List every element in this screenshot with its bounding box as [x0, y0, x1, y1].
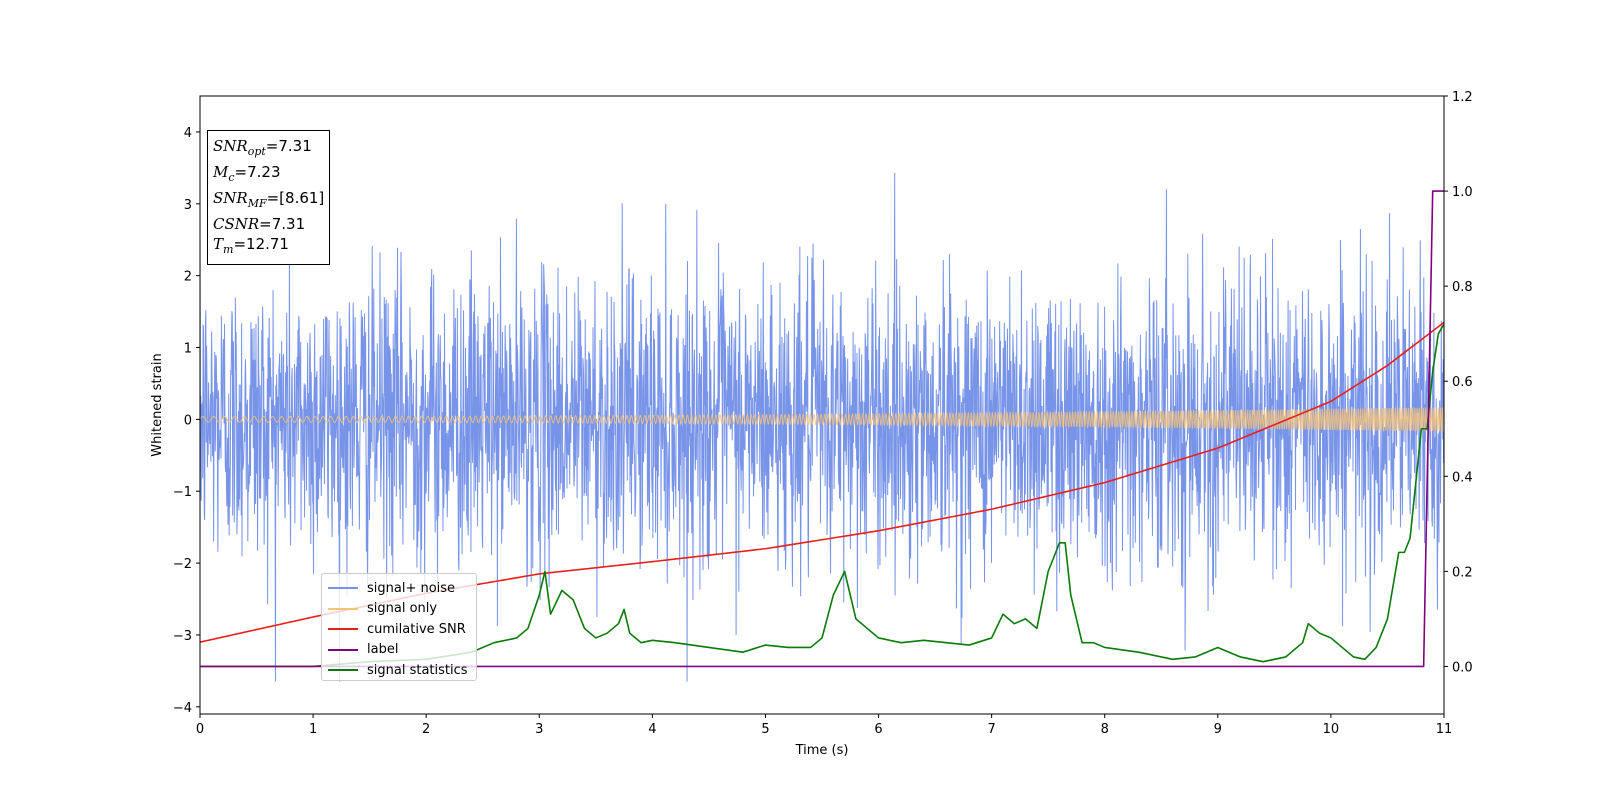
legend: signal+ noise signal only cumilative SNR…: [321, 573, 477, 681]
legend-entry: signal only: [328, 599, 470, 620]
legend-entry: cumilative SNR: [328, 619, 470, 640]
legend-swatch-signal-only: [328, 607, 358, 610]
x-tick-label: 9: [1214, 722, 1222, 737]
y-tick-label: 1: [184, 342, 192, 357]
y2-tick-label: 0.6: [1452, 375, 1473, 390]
series-signal-noise: [200, 172, 1444, 682]
y-axis-label: Whitened strain: [150, 353, 165, 456]
snr-opt-sub: opt: [247, 145, 266, 158]
x-tick-label: 4: [648, 722, 656, 737]
y2-tick-label: 0.4: [1452, 470, 1473, 485]
snr-mf-sub: MF: [247, 197, 267, 210]
tm-label: T: [213, 235, 224, 253]
y-tick-label: 3: [184, 198, 192, 213]
tm-sub: m: [223, 243, 234, 256]
x-tick-label: 11: [1436, 722, 1453, 737]
y-tick-label: −3: [173, 629, 192, 644]
legend-swatch-cumulative-snr: [328, 628, 358, 631]
tm-value: =12.71: [233, 235, 289, 253]
y-tick-label: 0: [184, 413, 192, 428]
snr-mf-value: =[8.61]: [266, 189, 325, 207]
x-tick-label: 1: [309, 722, 317, 737]
snr-opt-row: SNRopt=7.31: [213, 136, 324, 162]
legend-label-label: label: [367, 642, 399, 658]
x-tick-label: 7: [987, 722, 995, 737]
x-tick-label: 8: [1101, 722, 1109, 737]
legend-label-cumulative-snr: cumilative SNR: [367, 621, 466, 637]
legend-entry: signal+ noise: [328, 578, 470, 599]
tm-row: Tm=12.71: [213, 234, 324, 260]
snr-mf-row: SNRMF=[8.61]: [213, 188, 324, 214]
y2-tick-label: 0.0: [1452, 660, 1473, 675]
y-tick-label: 2: [184, 270, 192, 285]
y-tick-label: −4: [173, 701, 192, 716]
mc-label: M: [213, 163, 229, 181]
legend-swatch-label: [328, 648, 358, 651]
csnr-row: CSNR=7.31: [213, 214, 324, 234]
x-tick-label: 0: [196, 722, 204, 737]
y2-tick-label: 1.0: [1452, 185, 1473, 200]
y-tick-label: 4: [184, 126, 192, 141]
series-label: [200, 190, 1444, 668]
legend-swatch-signal-noise: [328, 587, 358, 590]
snr-opt-label: SNR: [213, 137, 248, 155]
series-signal-only: [200, 406, 1444, 433]
legend-entry: label: [328, 640, 470, 661]
y2-tick-label: 0.2: [1452, 565, 1473, 580]
y-tick-label: −2: [173, 557, 192, 572]
x-axis-label: Time (s): [795, 743, 849, 758]
x-tick-label: 10: [1323, 722, 1340, 737]
snr-mf-label: SNR: [213, 189, 248, 207]
x-tick-label: 5: [761, 722, 769, 737]
mc-row: Mc=7.23: [213, 162, 324, 188]
csnr-value: =7.31: [259, 215, 306, 233]
mc-value: =7.23: [234, 163, 281, 181]
y-tick-label: −1: [173, 485, 192, 500]
x-tick-label: 2: [422, 722, 430, 737]
mc-sub: c: [228, 171, 235, 184]
x-tick-label: 6: [874, 722, 882, 737]
legend-label-signal-statistics: signal statistics: [367, 662, 468, 678]
series-signal-statistics: [200, 323, 1444, 668]
stats-annotation-box: SNRopt=7.31 Mc=7.23 SNRMF=[8.61] CSNR=7.…: [207, 130, 331, 265]
y2-tick-label: 1.2: [1452, 90, 1473, 105]
plot-frame: [199, 95, 1445, 715]
legend-label-signal-only: signal only: [367, 601, 438, 617]
y2-tick-label: 0.8: [1452, 280, 1473, 295]
legend-entry: signal statistics: [328, 660, 470, 681]
csnr-label: CSNR: [213, 215, 260, 233]
legend-swatch-signal-statistics: [328, 669, 358, 672]
snr-opt-value: =7.31: [265, 137, 312, 155]
legend-label-signal-noise: signal+ noise: [367, 580, 456, 596]
x-tick-label: 3: [535, 722, 543, 737]
